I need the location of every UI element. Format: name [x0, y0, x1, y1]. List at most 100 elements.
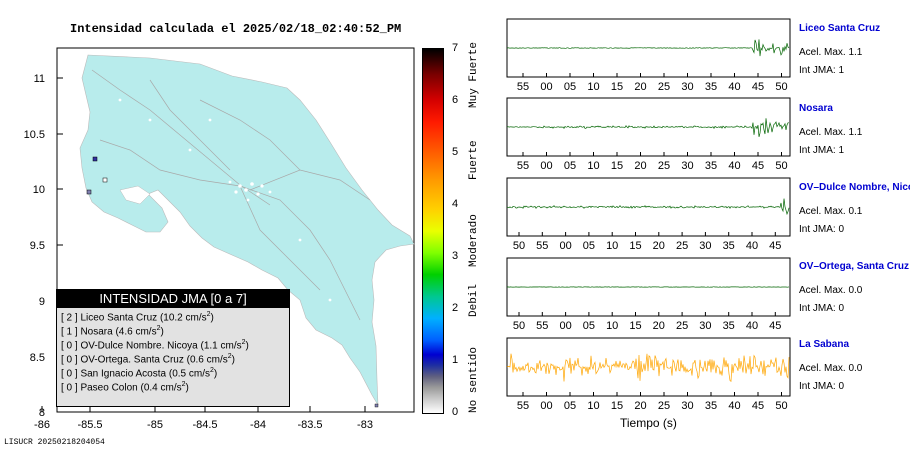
seismogram-tick: 50 [775, 160, 787, 172]
map-y-tick: 8 [39, 407, 45, 419]
legend-close: ) [160, 326, 164, 338]
station-int: Int JMA: 1 [799, 65, 845, 76]
colorbar-tick: 7 [452, 42, 459, 54]
colorbar-tick: 2 [452, 302, 459, 314]
seismogram-tick: 30 [699, 320, 711, 332]
legend-station: San Ignacio Acosta [80, 368, 169, 380]
station-name: OV–Ortega, Santa Cruz [799, 261, 910, 272]
legend-row: [ 0 ] OV-Ortega. Santa Cruz (0.6 cm/s2) [57, 350, 289, 366]
seismogram-tick: 15 [611, 400, 623, 412]
legend-station: Paseo Colon [80, 382, 141, 394]
station-acel: Acel. Max. 1.1 [799, 47, 863, 58]
seismogram-trace [506, 353, 790, 382]
seismogram-tick: 20 [653, 320, 665, 332]
legend-level: [ 0 ] [61, 382, 81, 394]
seismogram-tick: 40 [728, 400, 740, 412]
seismogram-tick: 45 [752, 400, 764, 412]
legend-exp: 2 [227, 353, 232, 360]
seismogram-tick: 55 [536, 240, 548, 252]
map-x-tick: -83.5 [297, 419, 322, 431]
seismogram-tick: 25 [658, 81, 670, 93]
road-network [91, 69, 371, 321]
seismogram-tick: 00 [540, 160, 552, 172]
seismogram-trace [506, 39, 790, 57]
seismogram-tick: 15 [629, 240, 641, 252]
legend-exp: 2 [181, 381, 186, 388]
legend-station: Nosara [80, 326, 116, 338]
station-int: Int JMA: 0 [799, 303, 845, 314]
station-name: Liceo Santa Cruz [799, 23, 881, 34]
map-x-tick: -83 [357, 419, 373, 431]
map-y-tick: 8.5 [30, 352, 45, 364]
seismogram-tick: 10 [587, 81, 599, 93]
legend-exp: 2 [209, 367, 214, 374]
legend-station: OV-Dulce Nombre. Nicoya [80, 340, 201, 352]
legend-row: [ 0 ] San Ignacio Acosta (0.5 cm/s2) [57, 364, 289, 380]
seismogram-tick: 35 [705, 81, 717, 93]
seismogram-tick: 40 [728, 81, 740, 93]
seismogram-tick: 25 [658, 400, 670, 412]
legend-row: [ 0 ] Paseo Colon (0.4 cm/s2) [57, 378, 289, 394]
legend-row: [ 0 ] OV-Dulce Nombre. Nicoya (1.1 cm/s2… [57, 336, 289, 352]
map-x-tick: -85 [147, 419, 163, 431]
seismogram-tick: 45 [769, 240, 781, 252]
legend-level: [ 2 ] [61, 312, 81, 324]
seismogram-tick: 45 [752, 81, 764, 93]
station-marker-south [374, 403, 379, 408]
seismogram-tick: 05 [583, 320, 595, 332]
seismogram-tick: 35 [723, 240, 735, 252]
seismogram-tick: 20 [634, 81, 646, 93]
station-acel: Acel. Max. 0.0 [799, 285, 863, 296]
legend-station: OV-Ortega. Santa Cruz [80, 354, 187, 366]
station-name: Nosara [799, 103, 833, 114]
seismogram-tick: 10 [587, 160, 599, 172]
colorbar-tick: 6 [452, 94, 459, 106]
seismogram-tick: 05 [564, 81, 576, 93]
seismogram-tick: 35 [705, 400, 717, 412]
station-int: Int JMA: 1 [799, 145, 845, 156]
seismogram-tick: 55 [517, 160, 529, 172]
seismogram-tick: 50 [513, 240, 525, 252]
seismogram-tick: 40 [728, 160, 740, 172]
station-marker-ortega [86, 189, 92, 195]
station-acel: Acel. Max. 0.1 [799, 206, 863, 217]
seismogram-tick: 35 [723, 320, 735, 332]
colorbar-tick: 0 [452, 406, 459, 418]
map-x-tick: -86 [34, 419, 50, 431]
station-marker-liceo [92, 156, 98, 162]
seismogram-tick: 25 [676, 240, 688, 252]
legend-close: ) [185, 382, 189, 394]
legend-exp: 2 [206, 311, 211, 318]
seismogram-tick: 10 [606, 320, 618, 332]
city-dots [118, 98, 332, 302]
seismogram-tick: 45 [769, 320, 781, 332]
footer-id: LISUCR 20250218204054 [4, 438, 105, 447]
seismogram-trace [506, 198, 790, 216]
station-int: Int JMA: 0 [799, 381, 845, 392]
legend-close: ) [213, 368, 218, 380]
seismogram-tick: 55 [517, 400, 529, 412]
seismogram-tick: 00 [540, 81, 552, 93]
legend-value: (0.4 cm/s [140, 382, 182, 394]
seismogram-tick: 10 [606, 240, 618, 252]
legend-close: ) [231, 354, 235, 366]
seismogram-tick: 00 [540, 400, 552, 412]
map-x-tick: -84 [250, 419, 266, 431]
seismogram-tick: 05 [583, 240, 595, 252]
seismogram-tick: 00 [559, 320, 571, 332]
map-y-tick: 9 [39, 296, 45, 308]
seismogram-tick: 20 [653, 240, 665, 252]
seismogram-tick: 55 [536, 320, 548, 332]
seismogram-tick: 10 [587, 400, 599, 412]
station-name: La Sabana [799, 339, 850, 350]
intensity-legend: INTENSIDAD JMA [0 a 7] [ 2 ] Liceo Santa… [56, 289, 290, 407]
legend-exp: 2 [241, 339, 246, 346]
legend-close: ) [210, 312, 214, 324]
legend-header: INTENSIDAD JMA [0 a 7] [57, 290, 289, 308]
seismogram-tick: 40 [746, 320, 758, 332]
legend-row: [ 1 ] Nosara (4.6 cm/s2) [57, 322, 289, 338]
map-y-tick: 10.5 [24, 129, 45, 141]
map-title: Intensidad calculada el 2025/02/18_02:40… [70, 22, 402, 36]
legend-value: (10.2 cm/s [159, 312, 207, 324]
